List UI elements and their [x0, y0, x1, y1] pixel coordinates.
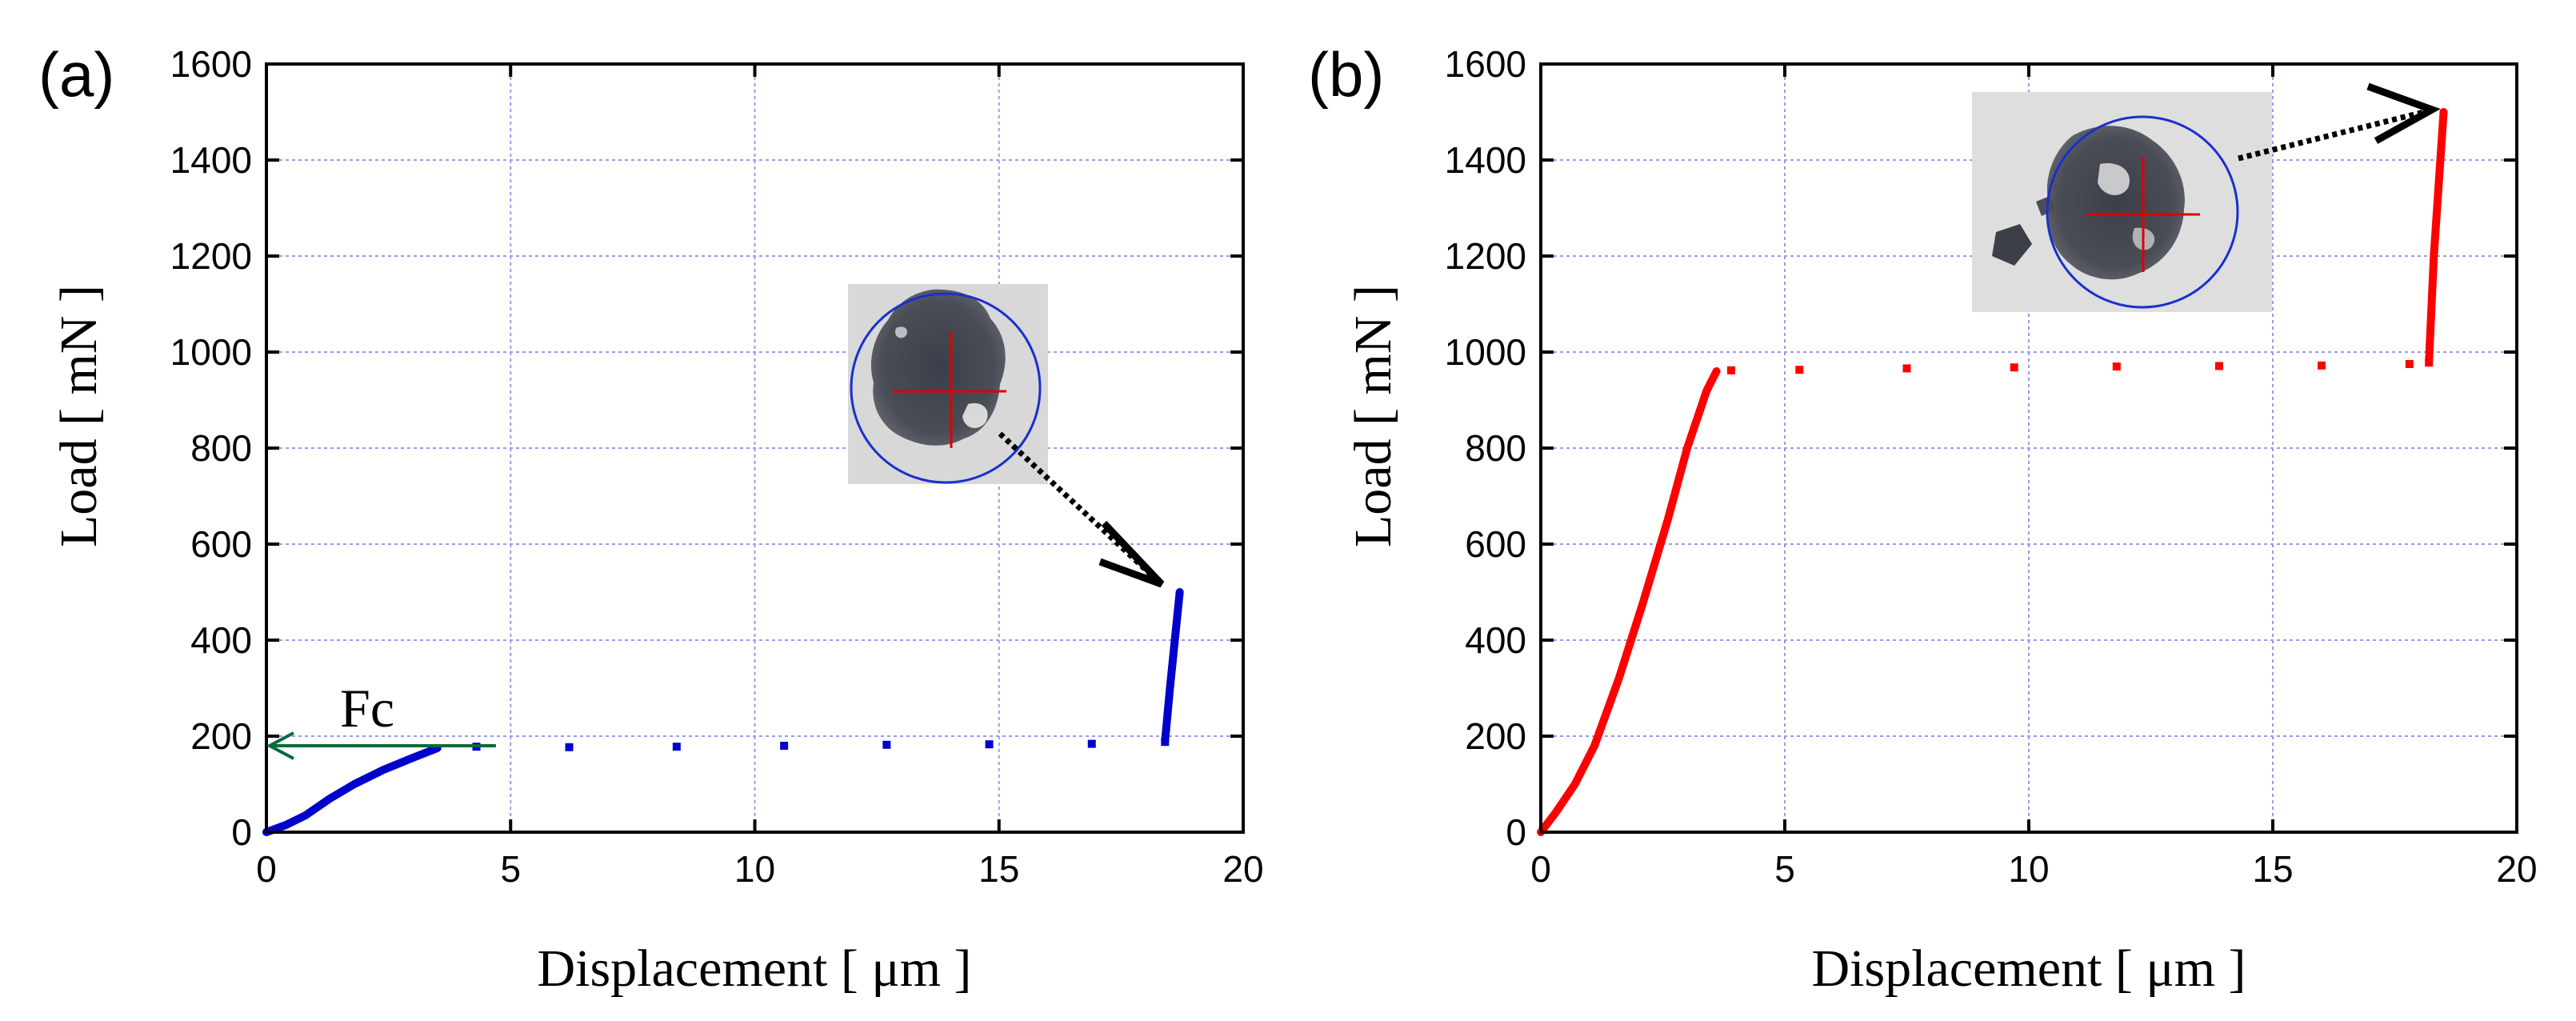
inset-arrow-a: [998, 431, 1165, 588]
y-tick-label: 800: [1465, 427, 1526, 469]
y-axis-title-b: Load [ mN ]: [1344, 285, 1402, 547]
y-tick-label: 200: [1465, 715, 1526, 757]
indent-circle-b: [2046, 115, 2239, 309]
y-tick-label: 800: [190, 427, 252, 469]
data-point-pop-in: [2112, 362, 2121, 370]
x-tick-label: 10: [734, 848, 775, 890]
y-axis-title-a: Load [ mN ]: [50, 285, 108, 547]
data-point-pop-in: [1087, 739, 1096, 748]
y-tick-label: 1600: [1445, 43, 1526, 85]
critical-load-annotation: Fc: [266, 678, 496, 760]
x-tick-label: 5: [500, 848, 521, 890]
y-tick-label: 400: [1465, 619, 1526, 661]
y-tick-label: 600: [190, 523, 252, 565]
panel-label-a: (a): [38, 39, 114, 110]
data-point-pop-in: [882, 740, 891, 749]
panel-a: (a) 0 5 10 15 200200400600800100012001400160…: [38, 39, 1264, 998]
series-line-loading: [262, 744, 442, 836]
x-tick-label: 20: [1222, 848, 1263, 890]
data-point-pop-in: [1795, 366, 1804, 374]
series-b: [1537, 108, 2448, 836]
series-line-post-fracture: [2425, 108, 2448, 366]
critical-load-arrowhead: [266, 731, 294, 760]
y-tick-label: 1600: [170, 43, 252, 85]
data-point-pop-in: [2318, 361, 2326, 370]
data-point-pop-in: [780, 742, 789, 750]
y-tick-label: 0: [1506, 811, 1526, 853]
x-tick-label: 15: [2252, 848, 2293, 890]
x-tick-label: 10: [2008, 848, 2049, 890]
x-axis-title-a: Displacement [ μm ]: [537, 939, 971, 998]
critical-load-label: Fc: [340, 678, 394, 739]
y-tick-label: 0: [231, 811, 252, 853]
x-tick-label: 5: [1774, 848, 1795, 890]
panel-label-b: (b): [1308, 39, 1384, 110]
grid-a: [266, 64, 1243, 832]
y-tick-label: 1000: [170, 331, 252, 373]
y-tick-label: 1000: [1445, 331, 1526, 373]
x-tick-label: 15: [978, 848, 1019, 890]
data-point-pop-in: [2010, 363, 2018, 372]
data-point-pop-in: [985, 740, 994, 749]
x-tick-label: 20: [2496, 848, 2537, 890]
y-tick-label: 200: [190, 715, 252, 757]
x-axis-title-b: Displacement [ μm ]: [1811, 939, 2246, 998]
series-line-loading: [1537, 367, 1721, 836]
data-point-pop-in: [1726, 366, 1735, 374]
indent-circle-a: [850, 292, 1042, 484]
data-point-pop-in: [672, 743, 681, 751]
y-tick-label: 1200: [170, 235, 252, 277]
series-line-post-fracture: [1161, 588, 1184, 745]
y-tick-label: 1400: [170, 139, 252, 181]
y-tick-label: 400: [190, 619, 252, 661]
series-a: [262, 588, 1184, 836]
inset-image-b: [1972, 92, 2272, 312]
y-tick-label: 600: [1465, 523, 1526, 565]
y-tick-label: 1400: [1445, 139, 1526, 181]
data-point-pop-in: [565, 743, 574, 751]
inset-arrow-b: [2238, 82, 2441, 162]
data-point-pop-in: [1902, 364, 1911, 373]
x-tick-label: 0: [1530, 848, 1551, 890]
y-tick-label: 1200: [1445, 235, 1526, 277]
x-tick-label: 0: [256, 848, 277, 890]
panel-b: (b) 0 5 10 15 200200400600800100012001400160…: [1308, 39, 2538, 998]
data-point-pop-in: [2405, 360, 2414, 368]
data-point-pop-in: [2214, 362, 2223, 370]
